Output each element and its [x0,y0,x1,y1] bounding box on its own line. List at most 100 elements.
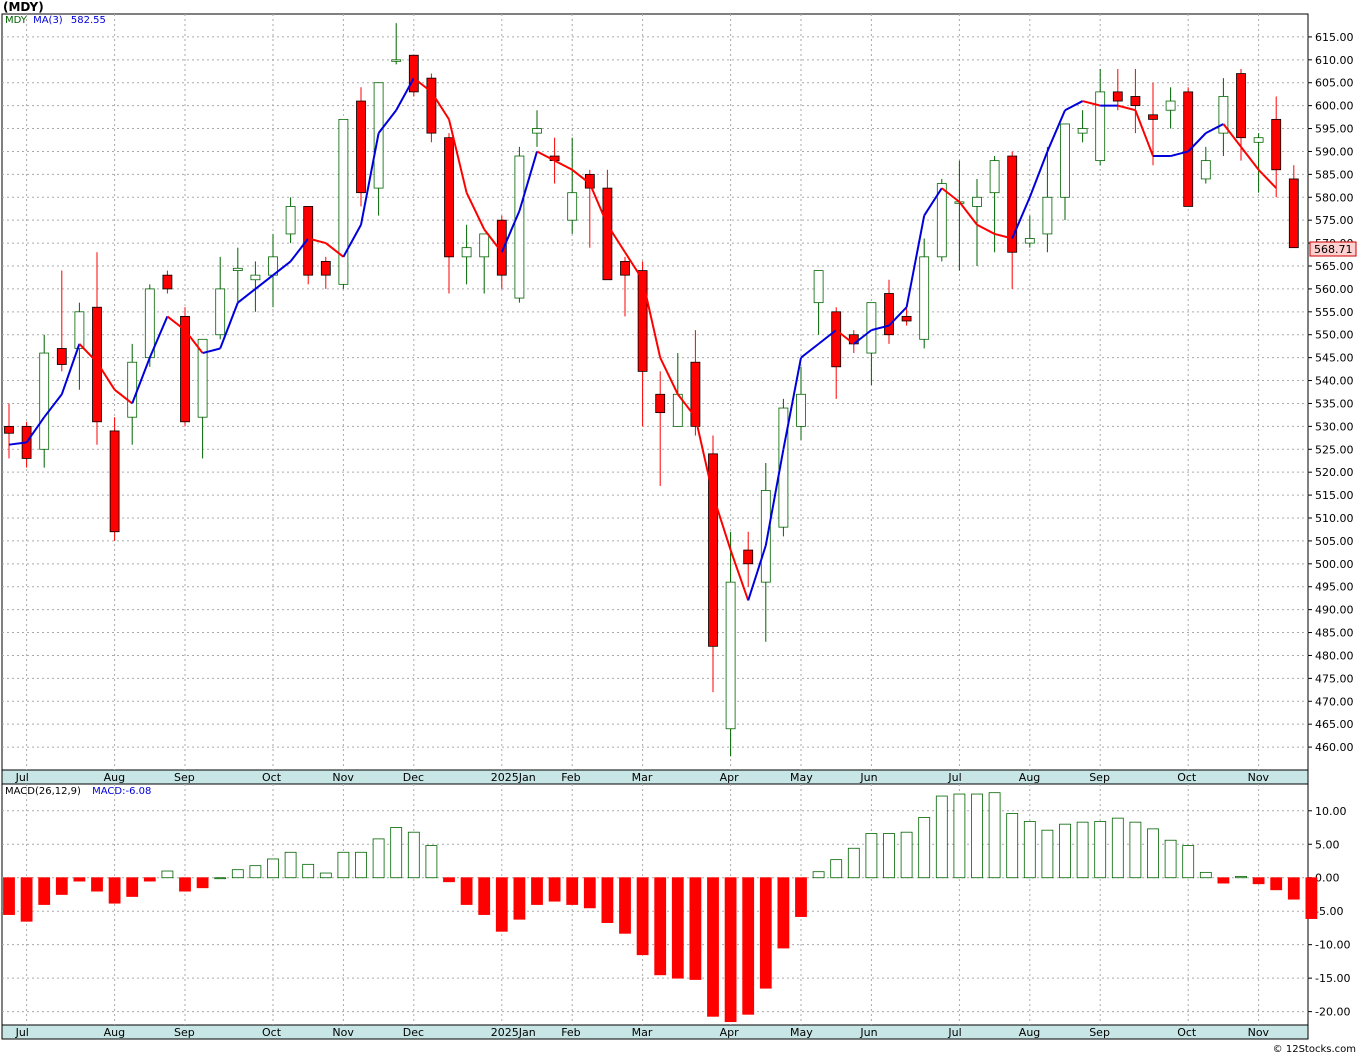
candle-body [1060,123,1070,198]
candle-body [197,338,208,418]
ma-line-segment [729,549,750,601]
ma-line-segment [659,357,679,395]
macd-bar [900,831,913,879]
price-x-tick-label: Mar [632,771,653,784]
ma-line-segment [483,228,503,253]
candle-body [320,261,331,276]
candle-body [602,187,613,281]
price-x-tick-label: Sep [1089,771,1110,784]
macd-x-tick-label: Apr [720,1026,740,1039]
price-y-tick-label: 565.00 [1315,260,1354,273]
macd-bar [249,865,262,879]
macd-bar [636,877,649,956]
macd-bar [531,877,543,905]
macd-bar [601,877,614,923]
macd-bar [988,792,1001,879]
candle-body [1024,238,1035,244]
price-y-tick-label: 595.00 [1315,123,1354,136]
candle-body [215,288,226,336]
candle-body [162,274,173,290]
ma-line-segment [237,288,257,304]
macd-bar [3,877,15,915]
ma-line-segment [1011,196,1031,239]
ma-line-segment [747,545,767,601]
ma-line-segment [113,388,133,405]
candle-body [144,288,155,359]
candle-body [1148,114,1158,120]
macd-bar [707,877,719,1017]
ma-line-segment [1117,104,1136,112]
ma-line-segment [465,192,486,230]
ma-line-segment [1222,123,1242,148]
macd-bar [548,877,561,902]
ma-value: 582.55 [70,15,106,26]
candle-body [180,315,190,423]
macd-bar [91,877,103,892]
macd-bar [73,877,86,882]
price-y-tick-label: 485.00 [1315,627,1354,640]
candle-body [338,118,349,285]
macd-bar [1129,821,1142,879]
ma-line-segment [448,119,468,193]
candle-body [760,490,771,583]
ma-line-segment [377,109,397,134]
ma-line-segment [1028,151,1049,198]
ma-line-segment [571,168,591,185]
macd-bar [671,877,684,979]
ma-line-segment [905,215,926,308]
macd-bar [1059,823,1071,879]
price-x-tick-label: Aug [1019,771,1040,784]
macd-x-tick-label: Jun [859,1026,877,1039]
macd-x-tick-label: Feb [561,1026,580,1039]
macd-bar [935,795,948,879]
macd-bar [830,859,843,879]
ma-line-segment [500,210,521,253]
macd-bar [495,877,508,932]
price-y-tick-label: 605.00 [1315,77,1354,90]
candle-body [725,581,736,730]
macd-bar [1076,821,1089,879]
price-y-tick-label: 475.00 [1315,672,1354,685]
macd-x-tick-label: Sep [174,1026,195,1039]
price-y-tick-label: 555.00 [1315,306,1354,319]
macd-x-tick-label: Oct [262,1026,282,1039]
ma-line-segment [536,150,556,162]
ma-line-segment [166,315,186,331]
price-panel [1,13,1309,771]
price-x-tick-label: Oct [262,771,282,784]
candle-body [637,270,648,372]
price-y-tick-label: 525.00 [1315,443,1354,456]
macd-bar [971,793,983,879]
price-x-tick-label: Aug [104,771,125,784]
candle-body [831,311,842,368]
price-x-tick-label: Jun [859,771,877,784]
candle-body [1218,96,1229,134]
macd-x-tick-label: 2025Jan [491,1026,536,1039]
price-x-tick-label: 2025Jan [491,771,536,784]
candle-body [408,54,419,93]
candle-body [1271,118,1282,171]
macd-x-tick-label: Dec [403,1026,424,1039]
candle-body [285,206,296,235]
candle-body [127,361,138,418]
ma-line-segment [131,357,151,404]
macd-bar [1252,877,1265,885]
price-x-tick-label: Sep [174,771,195,784]
candle-body [708,453,718,647]
macd-x-axis-strip [1,1024,1309,1040]
ma-line-segment [307,237,327,245]
macd-y-tick-label: -10.00 [1315,939,1350,952]
ma-line-segment [518,151,538,212]
macd-x-tick-label: May [790,1026,813,1039]
candle-body [444,137,454,258]
price-x-tick-label: Jul [15,771,29,784]
chart-title: (MDY) [3,0,44,14]
candle-body [1112,91,1123,102]
macd-bar [566,877,579,905]
macd-bar [1235,875,1247,879]
price-x-tick-label: May [790,771,813,784]
price-y-tick-label: 535.00 [1315,397,1354,410]
macd-bar [443,877,455,883]
price-legend: MDY MA(3) 582.55 [5,15,106,26]
macd-y-tick-label: 10.00 [1315,805,1347,818]
